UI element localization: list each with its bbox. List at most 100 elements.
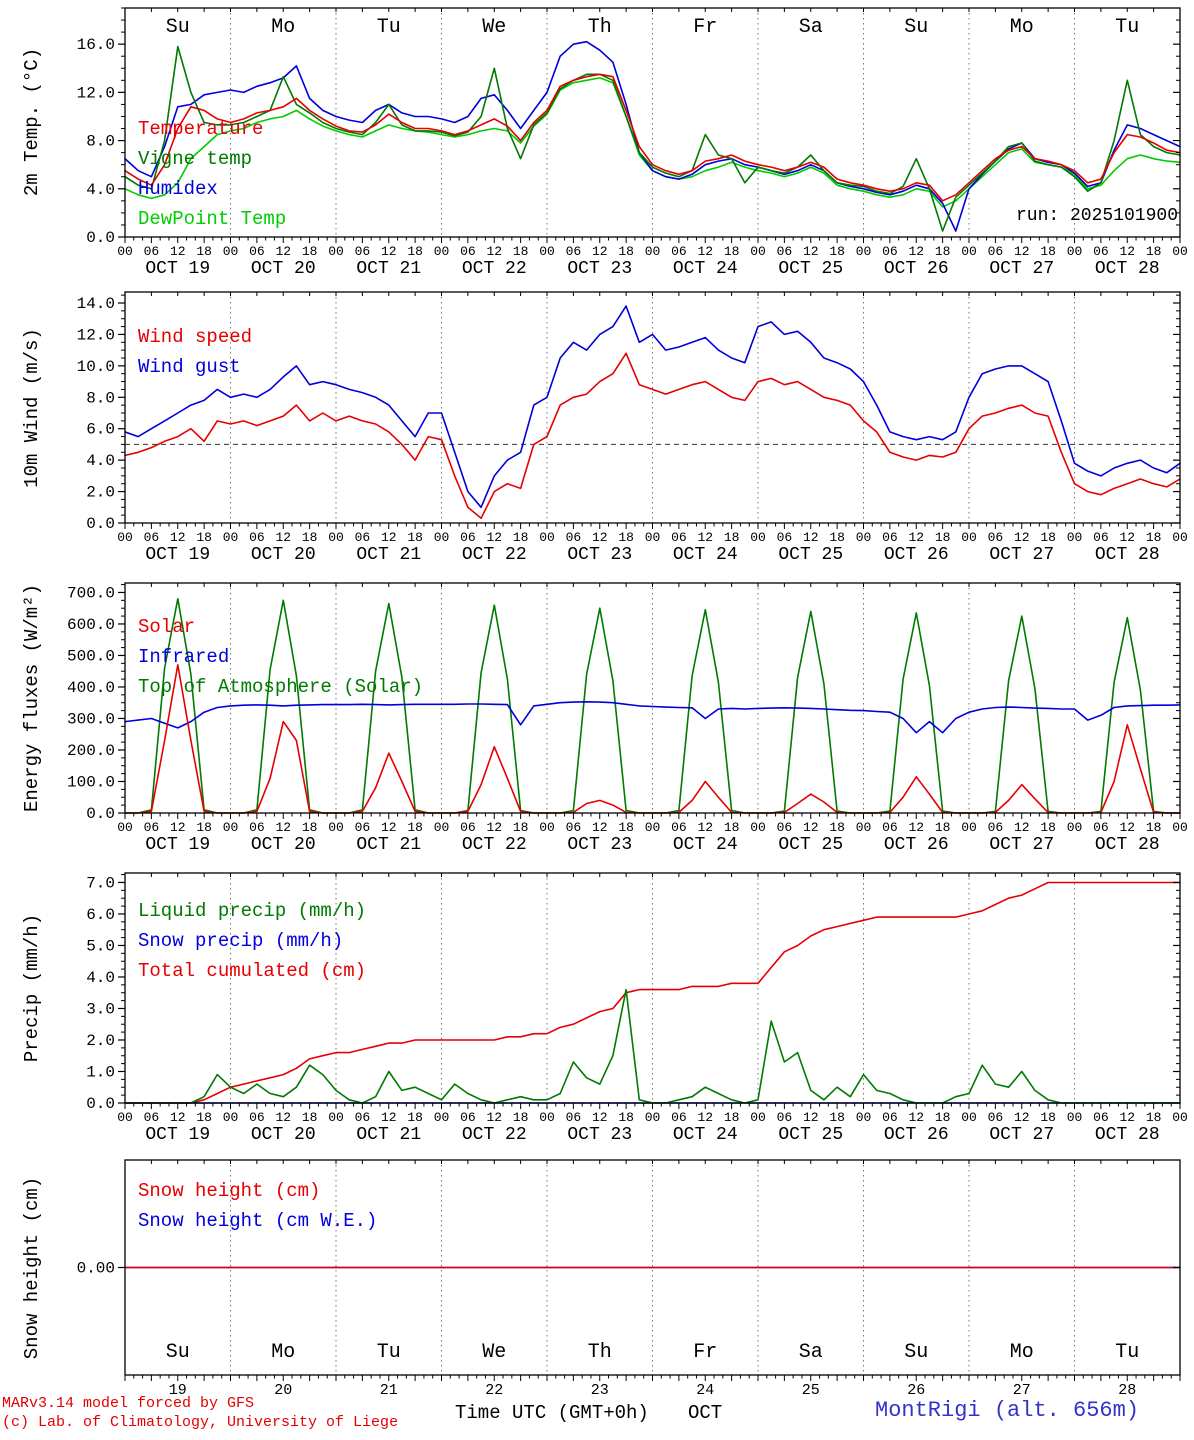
hour-label: 18 [935,530,951,545]
hour-label: 06 [460,1110,476,1125]
y-tick-label: 100.0 [67,773,115,791]
hour-label: 00 [328,820,344,835]
hour-label: 12 [1119,530,1135,545]
date-label: OCT 27 [989,259,1054,279]
date-label: OCT 21 [356,259,421,279]
day-name-label: Sa [799,16,823,39]
hour-label: 00 [539,820,555,835]
date-number-label: 24 [696,1382,714,1399]
date-label: OCT 19 [145,1125,210,1145]
hour-label: 00 [1067,244,1083,259]
hour-label: 18 [829,244,845,259]
day-name-label: Mo [1010,1341,1034,1364]
hour-label: 12 [1014,244,1030,259]
hour-label: 06 [777,244,793,259]
date-label: OCT 22 [462,545,527,565]
hour-label: 06 [882,820,898,835]
y-tick-label: 12.0 [77,84,115,102]
date-number-label: 19 [169,1382,187,1399]
hour-label: 00 [328,1110,344,1125]
date-label: OCT 25 [778,545,843,565]
hour-label: 00 [328,244,344,259]
hour-label: 00 [117,530,133,545]
hour-label: 06 [144,530,160,545]
hour-label: 00 [223,820,239,835]
panel-snow-height: 0.00 Su Mo Tu We Th Fr Sa Su Mo Tu 19 20 21 22 23 24 25 26… [77,1159,1181,1399]
date-label: OCT 20 [251,835,316,855]
panel-frame [124,7,1181,238]
date-number-label: 26 [907,1382,925,1399]
hour-label: 00 [645,1110,661,1125]
y-tick-label: 0.0 [86,229,115,247]
hour-label: 00 [856,530,872,545]
day-name-label: Tu [1115,1341,1139,1364]
date-label: OCT 23 [567,1125,632,1145]
hour-label: 00 [856,1110,872,1125]
hour-label: 06 [1093,530,1109,545]
y-tick-label: 12.0 [77,326,115,344]
date-label: OCT 21 [356,1125,421,1145]
hour-label: 06 [671,530,687,545]
date-label: OCT 28 [1095,259,1160,279]
hour-label: 18 [935,1110,951,1125]
hour-label: 00 [223,530,239,545]
date-label: OCT 26 [884,259,949,279]
hour-label: 06 [566,244,582,259]
hour-label: 12 [697,244,713,259]
panel-wind: 0.0 2.0 4.0 6.0 8.0 10.0 12.0 14.0 00 06 12 18 00 06 1… [77,291,1188,565]
hour-label: 12 [486,820,502,835]
hour-label: 18 [196,1110,212,1125]
hour-label: 06 [671,244,687,259]
date-number-label: 21 [380,1382,398,1399]
date-number-label: 23 [591,1382,609,1399]
date-number-label: 20 [274,1382,292,1399]
hour-label: 00 [1172,530,1188,545]
series-wind-gust [124,305,1181,509]
hour-label: 00 [750,244,766,259]
date-number-label: 28 [1118,1382,1136,1399]
hour-label: 12 [1014,820,1030,835]
hour-label: 18 [724,244,740,259]
hour-label: 12 [170,1110,186,1125]
y-tick-label: 700.0 [67,584,115,602]
hour-label: 12 [170,820,186,835]
date-label: OCT 24 [673,1125,738,1145]
hour-label: 06 [988,1110,1004,1125]
hour-label: 06 [249,1110,265,1125]
hour-label: 12 [275,1110,291,1125]
hour-label: 18 [829,820,845,835]
panel-energy-fluxes: 0.0 100.0 200.0 300.0 400.0 500.0 600.0 700.0 00… [67,582,1188,855]
hour-label: 06 [144,820,160,835]
day-name-label: Tu [377,1341,401,1364]
day-name-label: Sa [799,1341,823,1364]
hour-label: 12 [486,1110,502,1125]
hour-label: 00 [117,1110,133,1125]
hour-label: 00 [961,530,977,545]
hour-label: 00 [539,1110,555,1125]
hour-label: 18 [302,244,318,259]
hour-label: 00 [539,244,555,259]
date-number-label: 22 [485,1382,503,1399]
series-vigne-temp [124,45,1181,232]
date-label: OCT 28 [1095,835,1160,855]
hour-label: 12 [803,244,819,259]
series-liquid-precip-mm-h [124,988,1181,1104]
hour-label: 06 [566,1110,582,1125]
date-label: OCT 22 [462,259,527,279]
hour-label: 18 [407,244,423,259]
hour-label: 00 [856,244,872,259]
day-name-label: Tu [1115,16,1139,39]
hour-label: 18 [829,530,845,545]
hour-label: 18 [618,1110,634,1125]
hour-label: 00 [750,530,766,545]
hour-label: 06 [671,820,687,835]
hour-label: 00 [1172,244,1188,259]
y-tick-label: 400.0 [67,679,115,697]
hour-label: 12 [170,530,186,545]
hour-label: 18 [618,244,634,259]
date-number-label: 25 [802,1382,820,1399]
hour-label: 12 [170,244,186,259]
hour-label: 12 [486,530,502,545]
hour-label: 12 [275,530,291,545]
